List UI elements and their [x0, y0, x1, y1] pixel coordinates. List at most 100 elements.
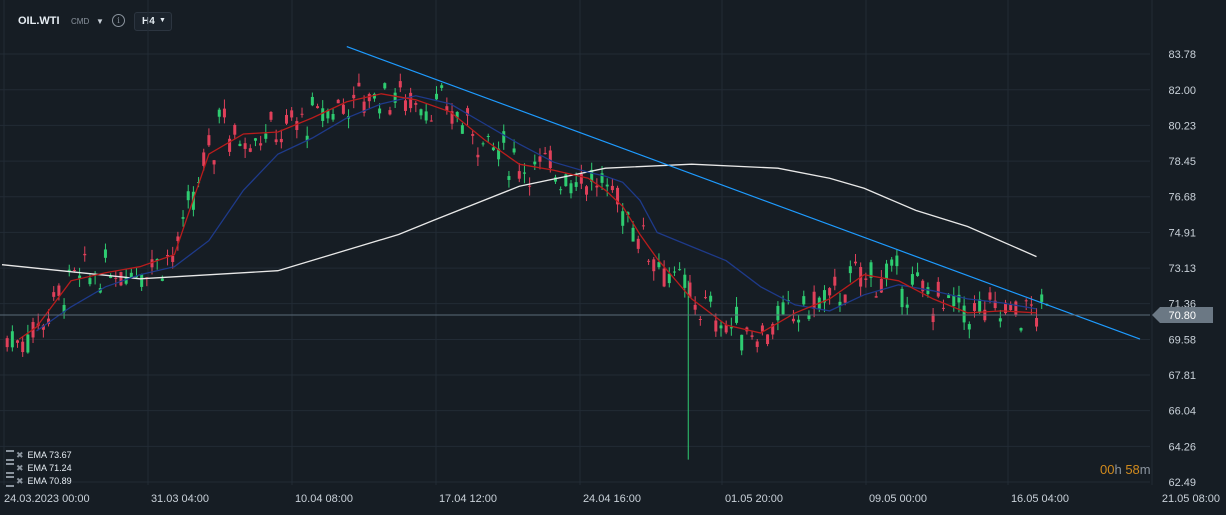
candle-body [605, 184, 609, 187]
candle-body [621, 211, 625, 226]
candle-body [522, 172, 526, 174]
candle-body [362, 101, 366, 113]
candle-body [957, 294, 961, 303]
candle-body [667, 273, 671, 284]
visibility-icon[interactable] [6, 450, 14, 462]
candle-body [378, 108, 382, 114]
candle-body [486, 136, 490, 138]
candle-body [647, 260, 651, 262]
candle-body [409, 92, 413, 109]
timer-hours-unit: h [1114, 462, 1122, 477]
candle-body [703, 297, 707, 299]
candle-body [222, 108, 226, 118]
indicator-ema-3[interactable]: ✖ EMA 70.89 [6, 475, 72, 488]
candle-body [124, 277, 128, 284]
candle-body [269, 111, 273, 120]
chevron-down-icon[interactable]: ▼ [96, 17, 104, 26]
x-tick-label: 21.05 08:00 [1162, 493, 1220, 505]
indicator-ema-1[interactable]: ✖ EMA 73.67 [6, 449, 72, 462]
y-tick-label: 74.91 [1168, 227, 1196, 239]
candle-body [290, 110, 294, 118]
indicator-ema-2[interactable]: ✖ EMA 71.24 [6, 462, 72, 475]
candle-body [171, 255, 175, 262]
candle-body [848, 266, 852, 274]
x-tick-label: 31.03 04:00 [151, 493, 209, 505]
candle-body [760, 325, 764, 332]
candle-body [217, 109, 221, 117]
candle-body [781, 302, 785, 315]
candle-body [972, 303, 976, 311]
candle-body [10, 331, 14, 348]
current-price-tag [1152, 306, 1213, 323]
series-line-ema-3 [18, 93, 1037, 340]
candle-body [797, 319, 801, 323]
instrument-type-label: CMD [71, 17, 90, 26]
candle-body [176, 236, 180, 242]
x-tick-label: 01.05 20:00 [725, 493, 783, 505]
candle-body [26, 334, 30, 353]
candle-body [429, 120, 433, 122]
candle-body [828, 288, 832, 296]
candle-body [947, 295, 951, 299]
candle-body [228, 138, 232, 152]
candle-body [688, 282, 692, 298]
candle-body [512, 148, 516, 153]
candle-body [579, 173, 583, 184]
candle-body [424, 111, 428, 121]
candle-body [207, 135, 211, 146]
candle-body [1014, 301, 1018, 316]
remove-icon[interactable]: ✖ [16, 450, 24, 460]
candle-body [460, 125, 464, 134]
indicator-label: EMA [27, 450, 47, 460]
candle-body [921, 280, 925, 292]
info-icon[interactable]: i [112, 14, 125, 27]
candle-body [212, 160, 216, 165]
candle-body [616, 187, 620, 205]
visibility-icon[interactable] [6, 476, 14, 488]
candle-body [662, 268, 666, 287]
candle-body [41, 325, 45, 330]
candle-body [822, 290, 826, 303]
candle-body [724, 325, 728, 333]
x-tick-label: 17.04 12:00 [439, 493, 497, 505]
candle-body [553, 177, 557, 182]
candle-body [600, 173, 604, 183]
remove-icon[interactable]: ✖ [16, 476, 24, 486]
candle-body [1029, 304, 1033, 306]
candle-body [414, 103, 418, 105]
candle-body [285, 114, 288, 124]
candle-body [698, 319, 702, 321]
candle-body [471, 134, 475, 136]
candle-body [729, 327, 733, 329]
candle-body [305, 135, 309, 141]
x-tick-label: 24.03.2023 00:00 [4, 493, 90, 505]
visibility-icon[interactable] [6, 463, 14, 475]
candle-body [807, 315, 811, 320]
candle-body [248, 148, 252, 152]
candle-body [419, 109, 423, 116]
candle-body [388, 110, 392, 115]
candle-body [657, 262, 661, 268]
candle-body [166, 255, 170, 257]
symbol-label[interactable]: OIL.WTI [18, 15, 60, 27]
candle-body [683, 274, 687, 288]
candle-body [548, 150, 552, 169]
candle-body [854, 261, 857, 264]
candle-body [569, 183, 573, 194]
candle-body [78, 275, 82, 279]
x-tick-label: 24.04 16:00 [583, 493, 641, 505]
candle-body [538, 156, 542, 162]
candle-body [264, 133, 268, 139]
candle-body [595, 185, 599, 188]
candle-body [998, 318, 1002, 322]
candle-body [672, 271, 676, 273]
candle-body [755, 341, 759, 347]
remove-icon[interactable]: ✖ [16, 463, 24, 473]
candle-body [766, 334, 770, 345]
candle-body [507, 176, 511, 180]
series-line-ema-2 [36, 95, 1037, 332]
candle-body [57, 285, 61, 296]
candle-body [238, 143, 242, 147]
candle-body [393, 92, 397, 103]
